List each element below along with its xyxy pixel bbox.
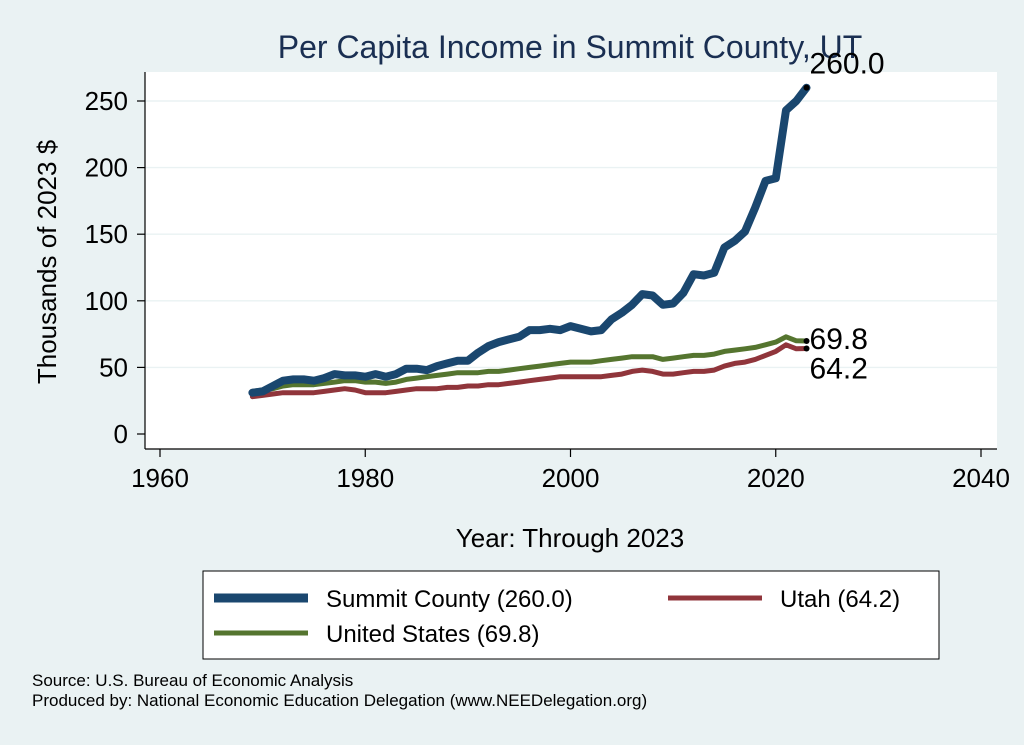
source-note: Source: U.S. Bureau of Economic Analysis [32,671,354,690]
produced-by-note: Produced by: National Economic Education… [32,691,648,710]
legend-label-2: United States (69.8) [326,621,539,648]
y-tick-label: 250 [85,86,128,116]
y-axis-title: Thousands of 2023 $ [32,139,62,384]
legend-box [202,570,940,660]
x-axis-title: Year: Through 2023 [456,523,684,553]
x-tick-label: 2000 [542,463,600,493]
x-tick-label: 1980 [336,463,394,493]
y-tick-label: 200 [85,153,128,183]
legend-label-1: Utah (64.2) [780,586,900,613]
chart-title: Per Capita Income in Summit County, UT [278,29,863,65]
x-tick-label: 1960 [131,463,189,493]
end-label-0: 260.0 [810,48,885,81]
legend-label-0: Summit County (260.0) [326,586,573,613]
series-line-2 [249,334,809,394]
end-marker-1 [803,345,810,352]
x-tick-label: 2020 [747,463,805,493]
y-tick-label: 150 [85,219,128,249]
end-label-1: 64.2 [810,352,868,385]
y-tick-label: 50 [99,352,128,382]
end-label-2: 69.8 [810,323,868,356]
x-tick-label: 2040 [952,463,1010,493]
series-line-0 [248,83,811,397]
end-marker-0 [803,84,810,91]
end-marker-2 [803,338,810,345]
series-line-1 [249,342,809,400]
y-tick-label: 100 [85,286,128,316]
y-tick-label: 0 [114,419,128,449]
